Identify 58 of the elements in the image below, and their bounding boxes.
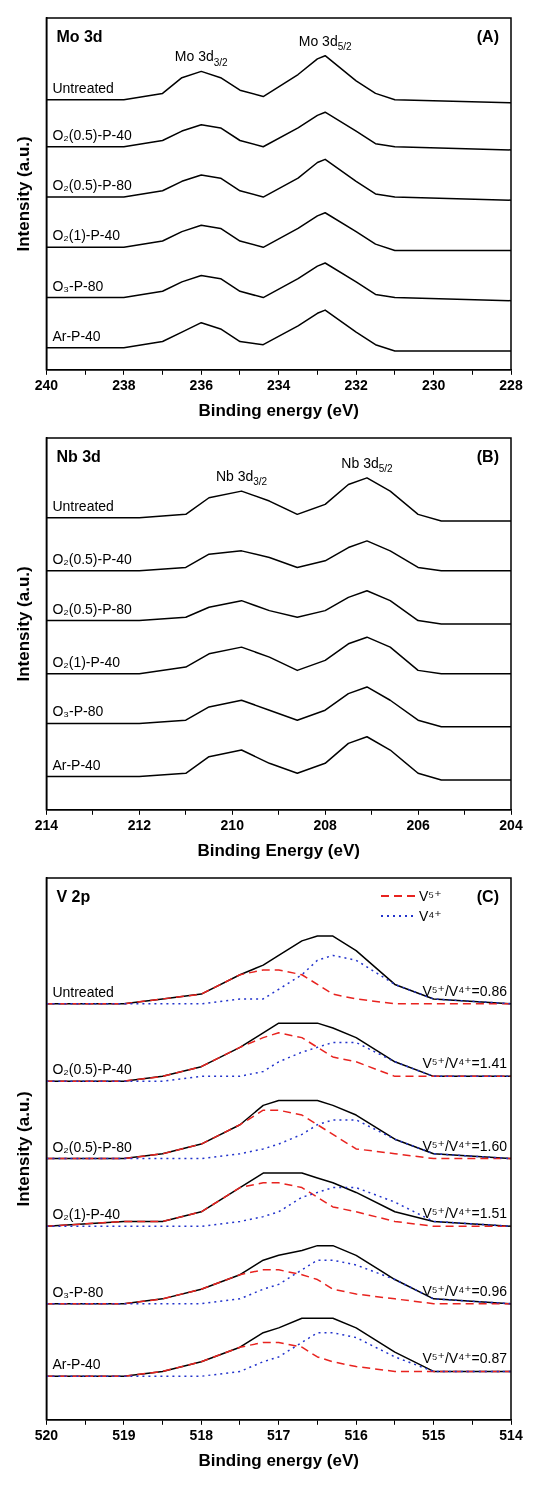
series-label: Ar-P-40 bbox=[52, 756, 101, 773]
annotation: V⁵⁺/V⁴⁺=1.60 bbox=[422, 1137, 508, 1154]
series-label: O₃-P-80 bbox=[52, 1283, 104, 1300]
series-label: O₂(0.5)-P-40 bbox=[52, 126, 132, 143]
x-tick-label: 517 bbox=[267, 1427, 291, 1444]
series-label: O₂(0.5)-P-80 bbox=[52, 177, 132, 194]
annotation: V⁵⁺/V⁴⁺=0.86 bbox=[422, 982, 508, 999]
text: (A) bbox=[476, 28, 500, 45]
series-label: O₂(0.5)-P-40 bbox=[52, 1061, 132, 1078]
x-axis-title: Binding Energy (eV) bbox=[197, 841, 360, 861]
annotation: V⁵⁺/V⁴⁺=1.41 bbox=[422, 1055, 508, 1072]
x-tick-label: 234 bbox=[267, 377, 291, 394]
y-axis-title: Intensity (a.u.) bbox=[13, 566, 33, 682]
series-label: O₂(0.5)-P-40 bbox=[52, 550, 132, 567]
series-label: Ar-P-40 bbox=[52, 1356, 101, 1373]
annotation: V⁵⁺/V⁴⁺=0.96 bbox=[422, 1282, 508, 1299]
legend-label: V⁵⁺ bbox=[419, 888, 442, 904]
y-axis-title: Intensity (a.u.) bbox=[13, 1091, 33, 1207]
x-tick-label: 228 bbox=[499, 377, 523, 394]
series-label: Untreated bbox=[52, 497, 114, 514]
x-tick-label: 230 bbox=[421, 377, 446, 394]
x-tick-label: 232 bbox=[344, 377, 369, 394]
x-tick-label: 236 bbox=[189, 377, 214, 394]
x-axis-title: Binding energy (eV) bbox=[198, 401, 359, 421]
annotation: V⁵⁺/V⁴⁺=1.51 bbox=[422, 1205, 508, 1222]
series-label: Untreated bbox=[52, 79, 114, 96]
x-tick-label: 210 bbox=[220, 817, 245, 834]
series-label: O₃-P-80 bbox=[52, 277, 104, 294]
x-tick-label: 520 bbox=[34, 1427, 59, 1444]
series-label: Ar-P-40 bbox=[52, 327, 101, 344]
chart-title: Mo 3d bbox=[56, 28, 103, 45]
x-axis-title: Binding energy (eV) bbox=[198, 1451, 359, 1471]
chart-title: V 2p bbox=[56, 888, 91, 905]
series-label: O₂(1)-P-40 bbox=[52, 1206, 121, 1223]
annotation: V⁵⁺/V⁴⁺=0.87 bbox=[422, 1350, 508, 1367]
x-tick-label: 214 bbox=[34, 817, 59, 834]
series-label: Untreated bbox=[52, 983, 114, 1000]
x-tick-label: 212 bbox=[127, 817, 152, 834]
x-tick-label: 204 bbox=[499, 817, 523, 834]
text: (C) bbox=[476, 888, 500, 905]
x-tick-label: 516 bbox=[344, 1427, 369, 1444]
series-label: O₂(1)-P-40 bbox=[52, 227, 121, 244]
legend-label: V⁴⁺ bbox=[419, 908, 442, 924]
series-label: O₂(0.5)-P-80 bbox=[52, 600, 132, 617]
series-label: O₂(1)-P-40 bbox=[52, 653, 121, 670]
x-tick-label: 519 bbox=[112, 1427, 136, 1444]
x-tick-label: 514 bbox=[499, 1427, 523, 1444]
x-tick-label: 518 bbox=[189, 1427, 214, 1444]
series-label: O₂(0.5)-P-80 bbox=[52, 1138, 132, 1155]
text: (B) bbox=[476, 448, 500, 465]
x-tick-label: 515 bbox=[421, 1427, 446, 1444]
x-tick-label: 208 bbox=[313, 817, 338, 834]
x-tick-label: 206 bbox=[406, 817, 430, 834]
series-label: O₃-P-80 bbox=[52, 703, 104, 720]
x-tick-label: 238 bbox=[112, 377, 136, 394]
x-tick-label: 240 bbox=[34, 377, 59, 394]
chart-title: Nb 3d bbox=[56, 448, 101, 465]
y-axis-title: Intensity (a.u.) bbox=[13, 136, 33, 252]
